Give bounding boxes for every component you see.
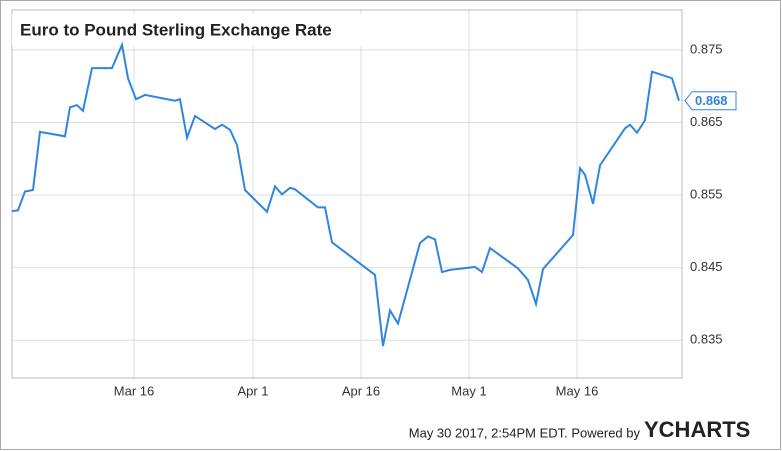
x-tick-label: May 1 (451, 383, 486, 398)
line (11, 41, 680, 347)
x-tick-label: Mar 16 (114, 383, 154, 398)
y-tick-label: 0.865 (690, 114, 723, 129)
plot-area (11, 9, 683, 379)
chart-title: Euro to Pound Sterling Exchange Rate (20, 20, 332, 39)
brand[interactable]: YCHARTS (644, 417, 750, 442)
y-tick-label: 0.875 (690, 41, 723, 56)
footer: May 30 2017, 2:54PM EDT. Powered by (409, 425, 641, 440)
x-tick-label: Apr 16 (342, 383, 380, 398)
y-tick-label: 0.855 (690, 187, 723, 202)
value-label: 0.868 (695, 93, 728, 108)
title-box (12, 14, 376, 46)
x-tick-label: Apr 1 (237, 383, 268, 398)
x-tick-label: May 16 (556, 383, 599, 398)
y-tick-label: 0.845 (690, 259, 723, 274)
value-callout (684, 91, 737, 111)
y-tick-label: 0.835 (690, 332, 723, 347)
